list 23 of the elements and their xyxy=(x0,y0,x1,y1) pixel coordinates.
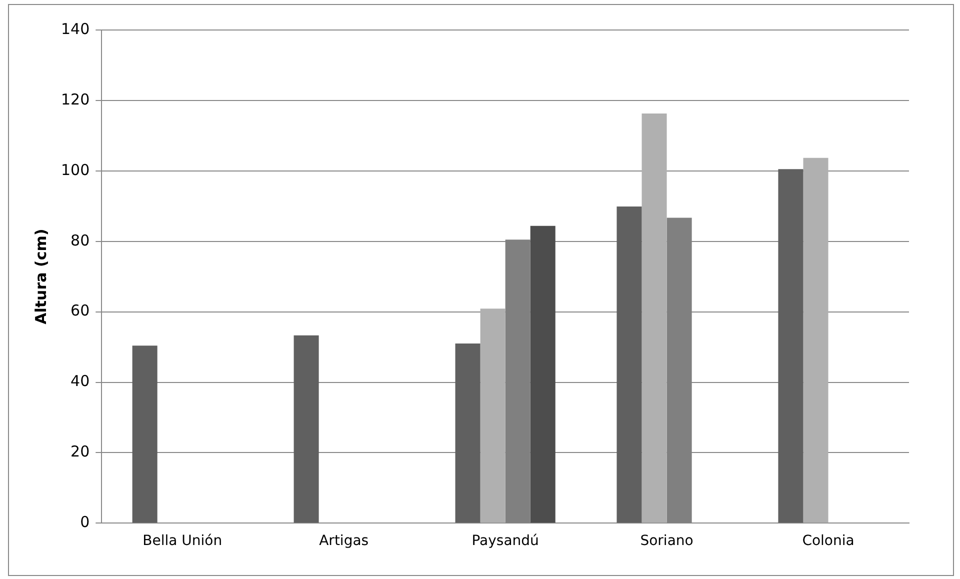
x-tick-label: Soriano xyxy=(640,533,694,550)
bar xyxy=(530,226,556,523)
bar xyxy=(642,113,667,523)
y-tick-label: 40 xyxy=(70,372,90,390)
x-tick-label: Artigas xyxy=(319,533,369,550)
y-tick-label: 80 xyxy=(70,231,90,250)
x-tick-label: Paysandú xyxy=(472,533,539,550)
bar xyxy=(616,206,642,523)
y-tick-label: 120 xyxy=(60,90,90,108)
y-tick-label: 140 xyxy=(60,20,90,38)
y-tick-label: 0 xyxy=(80,513,90,532)
bar xyxy=(132,346,158,523)
y-axis-title: Altura (cm) xyxy=(32,228,50,324)
x-tick-label: Bella Unión xyxy=(142,533,222,550)
bar xyxy=(480,308,506,523)
y-tick-label: 100 xyxy=(60,160,90,179)
bar xyxy=(294,335,319,523)
bar xyxy=(803,158,828,523)
bar xyxy=(455,344,480,523)
bar xyxy=(778,169,804,523)
y-tick-label: 60 xyxy=(70,302,90,320)
y-tick-label: 20 xyxy=(70,442,90,461)
x-tick-label: Colonia xyxy=(802,533,854,550)
